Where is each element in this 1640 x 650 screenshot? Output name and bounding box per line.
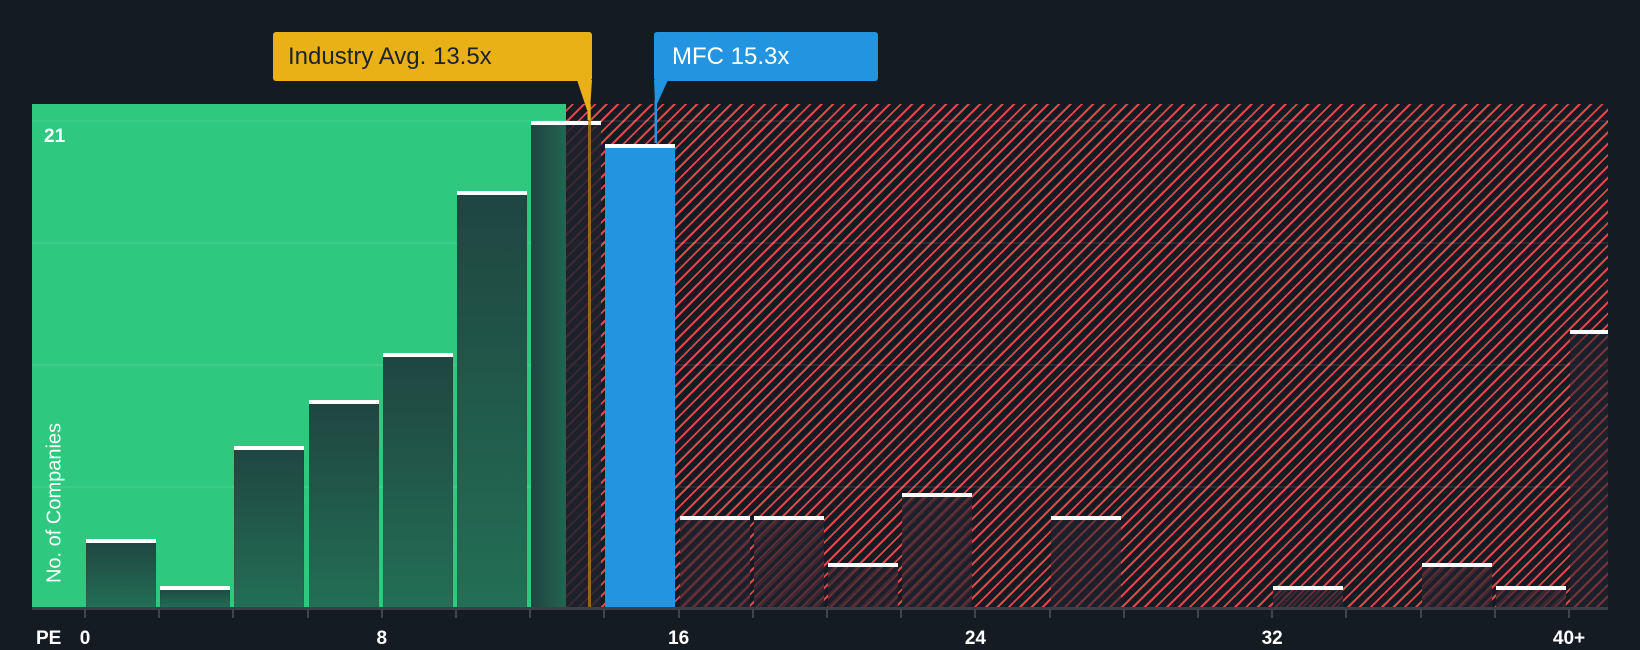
histogram-bar xyxy=(679,516,750,609)
histogram-bar xyxy=(753,516,824,609)
x-tick xyxy=(306,609,309,618)
bar-top-marker xyxy=(1570,330,1608,335)
x-tick xyxy=(1048,609,1051,618)
x-tick xyxy=(1419,609,1422,618)
x-tick-label: 24 xyxy=(964,628,986,649)
company-bar xyxy=(605,144,676,609)
histogram-bar xyxy=(1273,585,1344,609)
histogram-bar xyxy=(382,353,453,609)
histogram-bar xyxy=(308,399,379,609)
bar-top-marker xyxy=(1495,585,1566,590)
x-tick xyxy=(1493,609,1496,618)
x-tick xyxy=(826,609,828,618)
histogram-bar xyxy=(457,190,527,609)
x-tick xyxy=(1122,609,1125,618)
gridline xyxy=(32,242,1608,244)
histogram-bar xyxy=(1495,585,1566,609)
bar-top-marker xyxy=(457,190,527,195)
x-tick-label: 16 xyxy=(668,628,690,649)
x-tick-label: 0 xyxy=(79,628,91,649)
x-tick xyxy=(1345,609,1348,618)
overvalued-zone xyxy=(566,104,1608,609)
x-axis-line xyxy=(32,607,1608,610)
bar-top-marker xyxy=(902,492,973,497)
x-tick xyxy=(677,609,680,618)
x-tick xyxy=(1568,609,1570,618)
histogram-bar xyxy=(828,562,898,609)
x-axis-name: PE xyxy=(36,628,62,649)
bar-top-marker xyxy=(605,144,676,149)
x-tick xyxy=(158,609,161,618)
x-tick xyxy=(84,609,86,618)
histogram-bar xyxy=(86,539,156,609)
gridline xyxy=(32,120,1608,122)
x-tick xyxy=(751,609,754,618)
histogram-bar xyxy=(1421,562,1492,609)
histogram-bar xyxy=(902,492,973,609)
x-tick-label: 32 xyxy=(1261,628,1283,649)
gridline xyxy=(32,486,1608,488)
gridline xyxy=(32,364,1608,366)
industry-avg-callout: Industry Avg. 13.5x xyxy=(273,32,592,81)
industry-pointer-stem xyxy=(587,104,591,120)
bar-top-marker xyxy=(382,353,453,358)
x-tick xyxy=(455,609,457,618)
x-tick xyxy=(603,609,606,618)
x-tick xyxy=(1271,609,1274,618)
company-pe-label: MFC 15.3x xyxy=(672,43,790,70)
bar-top-marker xyxy=(828,562,898,567)
bar-top-marker xyxy=(1050,516,1121,521)
bar-top-marker xyxy=(1421,562,1492,567)
x-tick xyxy=(529,609,532,618)
x-tick xyxy=(380,609,383,618)
bar-top-marker xyxy=(531,121,602,125)
bar-top-marker xyxy=(86,539,156,544)
bar-top-marker xyxy=(308,399,379,404)
x-tick xyxy=(900,609,903,618)
bar-top-marker xyxy=(753,516,824,521)
company-pointer-stem xyxy=(654,100,657,143)
company-callout-pointer xyxy=(654,80,668,104)
x-tick xyxy=(1197,609,1199,618)
industry-avg-line xyxy=(588,104,591,609)
histogram-bar xyxy=(160,585,231,609)
histogram-bar xyxy=(1570,330,1608,609)
x-tick xyxy=(232,609,235,618)
x-tick-label: 8 xyxy=(376,628,388,649)
industry-avg-label: Industry Avg. 13.5x xyxy=(288,43,492,70)
bar-top-marker xyxy=(1273,585,1344,590)
y-axis-max-label: 21 xyxy=(44,126,66,147)
bar-top-marker xyxy=(160,585,231,590)
histogram-bar xyxy=(1050,516,1121,609)
industry-callout-pointer xyxy=(577,80,592,110)
bar-top-marker xyxy=(234,446,305,451)
company-pe-callout: MFC 15.3x xyxy=(654,32,878,81)
x-tick xyxy=(974,609,977,618)
histogram-bar xyxy=(234,446,305,609)
bar-top-marker xyxy=(679,516,750,521)
x-tick-label: 40+ xyxy=(1552,628,1586,649)
